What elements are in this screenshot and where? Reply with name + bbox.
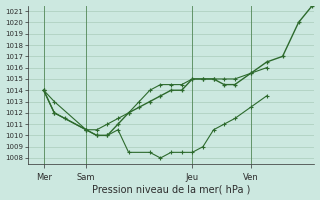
X-axis label: Pression niveau de la mer( hPa ): Pression niveau de la mer( hPa ) (92, 184, 250, 194)
